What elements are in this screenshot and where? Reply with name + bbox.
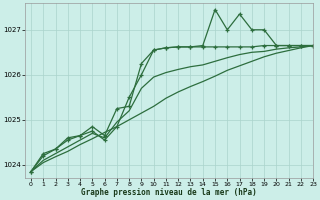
X-axis label: Graphe pression niveau de la mer (hPa): Graphe pression niveau de la mer (hPa) bbox=[81, 188, 257, 197]
